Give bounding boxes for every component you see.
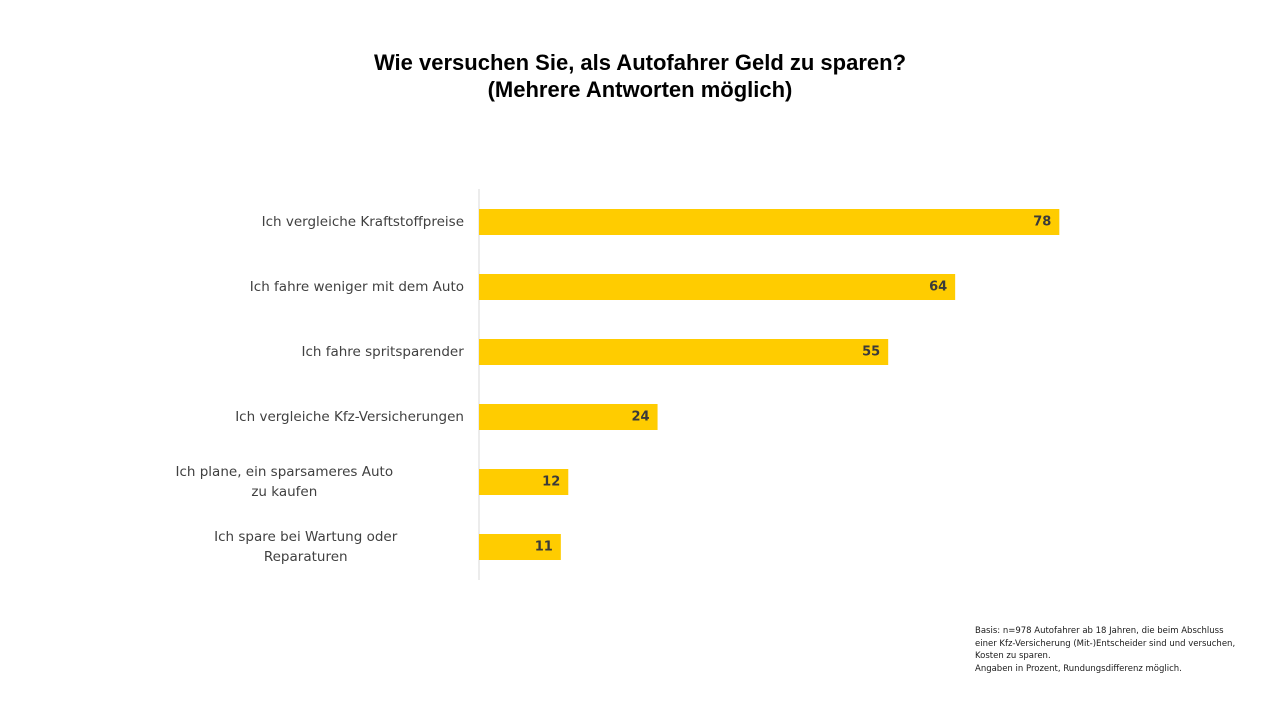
category-label-6-line-1: Ich spare bei Wartung oder [214,529,398,545]
category-label-4-line-1: Ich vergleiche Kfz-Versicherungen [235,409,464,425]
bar-1 [479,209,1060,235]
bar-2 [479,274,956,300]
category-label-1: Ich vergleiche Kraftstoffpreise [262,214,464,230]
bar-value-label-5: 12 [542,475,560,490]
category-label-6: Ich spare bei Wartung oder Reparaturen [214,529,398,565]
bar-value-label-3: 55 [862,345,880,360]
bar-value-label-6: 11 [535,540,553,555]
category-label-2: Ich fahre weniger mit dem Auto [250,279,464,295]
footnote-line-4: Angaben in Prozent, Rundungsdifferenz mö… [975,663,1182,674]
bar-value-label-4: 24 [631,410,649,425]
footnote: Basis: n=978 Autofahrer ab 18 Jahren, di… [975,625,1265,675]
footnote-line-2: einer Kfz-Versicherung (Mit-)Entscheider… [975,638,1236,649]
footnote-line-1: Basis: n=978 Autofahrer ab 18 Jahren, di… [975,626,1224,636]
category-label-5: Ich plane, ein sparsameres Auto zu kaufen [175,464,393,500]
bar-4 [479,404,658,430]
bars-group: 78 Ich vergleiche Kraftstoffpreise 64 Ich f… [175,209,1060,565]
chart-title: Wie versuchen Sie, als Autofahrer Geld z… [0,49,1280,103]
category-label-3-line-1: Ich fahre spritsparender [301,344,464,360]
category-label-5-line-2: zu kaufen [251,484,317,500]
category-label-4: Ich vergleiche Kfz-Versicherungen [235,409,464,425]
category-label-5-line-1: Ich plane, ein sparsameres Auto [175,464,393,480]
category-label-6-line-2: Reparaturen [264,549,348,565]
bar-3 [479,339,889,365]
chart-title-line-2: (Mehrere Antworten möglich) [487,77,793,102]
bar-value-label-2: 64 [929,280,947,295]
bar-6 [479,534,561,560]
bar-5 [479,469,569,495]
bar-value-label-1: 78 [1033,215,1051,230]
footnote-line-3: Kosten zu sparen. [975,651,1051,661]
category-label-3: Ich fahre spritsparender [301,344,464,360]
chart-title-line-1: Wie versuchen Sie, als Autofahrer Geld z… [373,50,907,75]
category-label-2-line-1: Ich fahre weniger mit dem Auto [250,279,464,295]
category-label-1-line-1: Ich vergleiche Kraftstoffpreise [262,214,464,230]
